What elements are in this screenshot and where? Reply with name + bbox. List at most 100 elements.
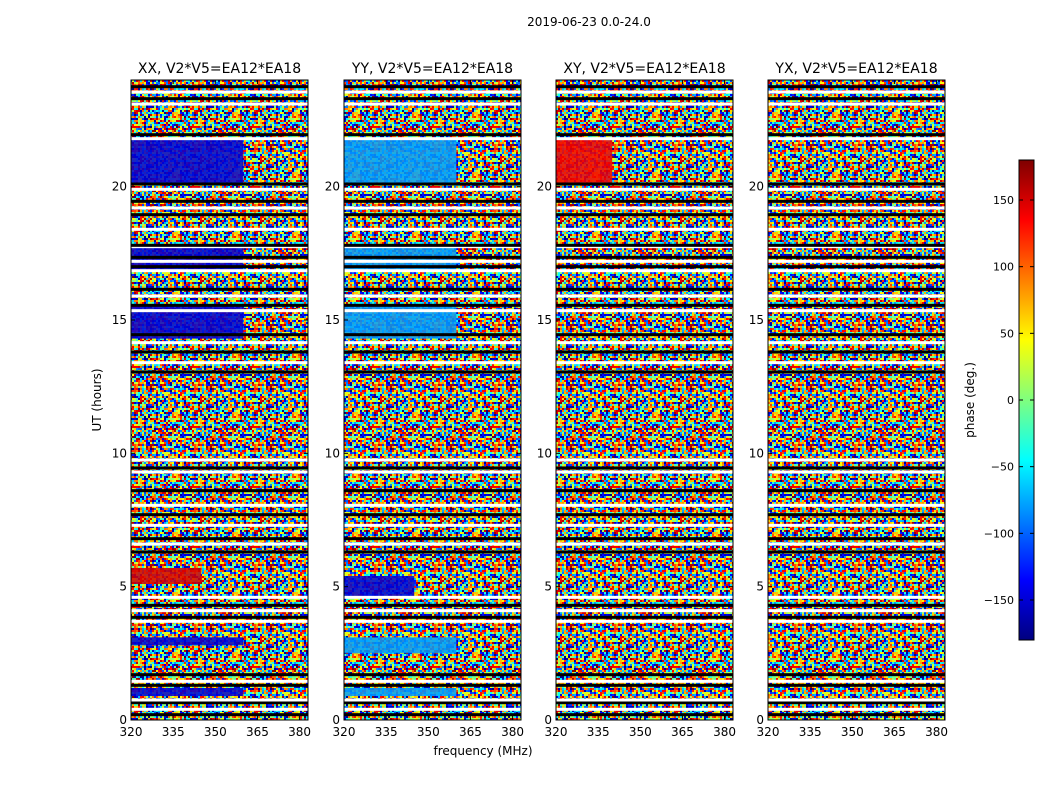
flagged-row (131, 679, 308, 683)
flagged-row (556, 698, 733, 702)
panel-3: XY, V2*V5=EA12*EA18 320 335 350 365 380 0 5 10 15… (537, 61, 736, 739)
panel-title: YX, V2*V5=EA12*EA18 (774, 61, 937, 77)
flagged-row (768, 361, 945, 365)
flagged-row (556, 227, 733, 231)
flagged-row (556, 265, 733, 269)
flagged-row (344, 458, 521, 462)
flagged-row (344, 595, 521, 599)
flagged-row (344, 309, 521, 313)
flagged-row (556, 361, 733, 365)
flagged-row (556, 370, 733, 374)
flagged-row (344, 133, 521, 137)
coherent-phase-block (344, 688, 457, 696)
flagged-row (768, 615, 945, 619)
flagged-row (768, 206, 945, 210)
flagged-row (768, 259, 945, 263)
y-tick-label: 5 (544, 580, 552, 594)
flagged-row (556, 294, 733, 298)
flagged-row (768, 182, 945, 186)
flagged-row (131, 466, 308, 470)
flagged-row (768, 255, 945, 259)
flagged-row (768, 683, 945, 687)
flagged-row (131, 470, 308, 474)
flagged-row (131, 341, 308, 345)
flagged-row (768, 213, 945, 217)
y-tick-label: 0 (756, 713, 764, 727)
flagged-row (131, 259, 308, 263)
flagged-row (768, 679, 945, 683)
flagged-row (768, 370, 945, 374)
flagged-row (768, 513, 945, 517)
phase-image (768, 80, 945, 720)
flagged-row (768, 341, 945, 345)
flagged-row (131, 213, 308, 217)
y-tick-label: 10 (325, 446, 340, 460)
flagged-row (131, 133, 308, 137)
flagged-row (556, 97, 733, 101)
flagged-row (344, 97, 521, 101)
flagged-row (768, 133, 945, 137)
x-tick-label: 335 (799, 725, 822, 739)
flagged-row (556, 595, 733, 599)
y-tick-label: 0 (544, 713, 552, 727)
flagged-row (344, 466, 521, 470)
flagged-row (768, 603, 945, 607)
flagged-row (344, 303, 521, 307)
flagged-row (344, 370, 521, 374)
flagged-row (556, 609, 733, 613)
x-tick-label: 380 (288, 725, 311, 739)
flagged-row (556, 133, 733, 137)
x-tick-label: 350 (629, 725, 652, 739)
phase-noise (556, 80, 733, 720)
figure-suptitle: 2019-06-23 0.0-24.0 (527, 15, 651, 29)
phase-image (131, 80, 308, 720)
y-tick-label: 0 (332, 713, 340, 727)
flagged-row (131, 701, 308, 705)
flagged-row (344, 341, 521, 345)
flagged-row (344, 259, 521, 263)
flagged-row (131, 333, 308, 337)
flagged-row (556, 458, 733, 462)
colorbar-tick-label: 0 (1007, 394, 1014, 407)
flagged-row (344, 713, 521, 717)
flagged-row (344, 102, 521, 106)
flagged-row (768, 303, 945, 307)
flagged-row (131, 595, 308, 599)
flagged-row (344, 361, 521, 365)
panel-title: XY, V2*V5=EA12*EA18 (563, 61, 725, 77)
flagged-row (768, 537, 945, 541)
flagged-row (344, 513, 521, 517)
flagged-row (556, 615, 733, 619)
y-tick-label: 20 (749, 180, 764, 194)
axes-frame (130, 79, 309, 721)
flagged-row (131, 303, 308, 307)
flagged-row (556, 287, 733, 291)
flagged-row (344, 199, 521, 203)
x-tick-label: 365 (246, 725, 269, 739)
colorbar-tick-label: 150 (993, 194, 1014, 207)
flagged-row (131, 206, 308, 210)
flagged-row (131, 361, 308, 365)
flagged-row (344, 470, 521, 474)
flagged-row (344, 523, 521, 527)
flagged-row (556, 713, 733, 717)
flagged-row (131, 513, 308, 517)
flagged-row (131, 458, 308, 462)
flagged-row (768, 595, 945, 599)
flagged-row (344, 489, 521, 493)
flagged-row (344, 255, 521, 259)
flagged-row (768, 503, 945, 507)
y-tick-label: 10 (749, 446, 764, 460)
y-tick-label: 20 (537, 180, 552, 194)
coherent-phase-block (556, 138, 613, 184)
flagged-row (344, 213, 521, 217)
colorbar-tick-label: 50 (1000, 327, 1014, 340)
flagged-row (131, 673, 308, 677)
coherent-phase-block (344, 576, 415, 598)
flagged-row (344, 227, 521, 231)
flagged-row (556, 350, 733, 354)
flagged-row (131, 707, 308, 711)
x-tick-label: 335 (375, 725, 398, 739)
flagged-row (131, 199, 308, 203)
phase-noise (344, 80, 521, 720)
